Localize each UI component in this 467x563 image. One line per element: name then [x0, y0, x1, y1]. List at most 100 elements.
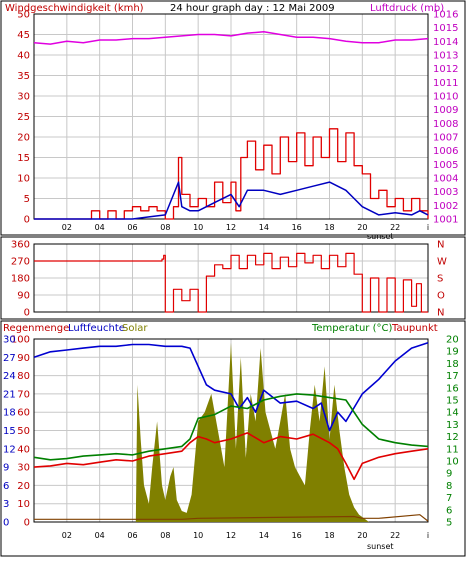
wind-y-tick-label: 20 — [17, 133, 30, 144]
temperature-y-tick-label: 8 — [446, 481, 452, 492]
pressure-y-tick-label: 1008 — [433, 119, 458, 130]
pressure-y-tick-label: 1002 — [433, 201, 458, 212]
temperature-y-tick-label: 20 — [446, 335, 459, 346]
temperature-y-tick-label: 15 — [446, 396, 459, 407]
direction-y-tick-label: 180 — [11, 274, 30, 285]
panel-3-x-tick-label: 22 — [390, 531, 400, 540]
panel-3-x-tick-label: 08 — [160, 531, 170, 540]
wind-y-tick-label: 35 — [17, 71, 30, 82]
humidity-y-tick-label: 15 — [3, 426, 16, 437]
rain-y-tick-label: 40 — [17, 444, 30, 455]
panel-3-x-tick-label: 18 — [324, 531, 334, 540]
humidity-y-tick-label: 21 — [3, 389, 16, 400]
pressure-y-tick-label: 1007 — [433, 133, 458, 144]
temperature-y-tick-label: 5 — [446, 518, 452, 529]
panel-1-x-tick-label: 16 — [292, 223, 302, 232]
wind-y-tick-label: 15 — [17, 153, 30, 164]
solar-axis-label: Solar — [122, 323, 148, 334]
pressure-y-tick-label: 1006 — [433, 146, 458, 157]
panel-3-x-tick-label: 06 — [127, 531, 137, 540]
rain-y-tick-label: 90 — [17, 353, 30, 364]
temperature-y-tick-label: 12 — [446, 432, 459, 443]
panel-1-x-tick-label: 06 — [127, 223, 137, 232]
compass-label: N — [437, 308, 444, 319]
compass-label: W — [437, 257, 447, 268]
panel-3-x-tick-label: 04 — [95, 531, 105, 540]
temperature-y-tick-label: 16 — [446, 383, 459, 394]
humidity-line — [33, 341, 429, 432]
solar-area — [34, 342, 428, 522]
temperature-line — [33, 393, 429, 461]
temperature-y-tick-label: 17 — [446, 371, 459, 382]
temperature-y-tick-label: 11 — [446, 444, 459, 455]
pressure-y-tick-label: 1010 — [433, 92, 458, 103]
pressure-y-tick-label: 1012 — [433, 64, 458, 75]
panel-1-x-tick-label: i — [427, 223, 429, 232]
temperature-y-tick-label: 10 — [446, 457, 459, 468]
rain-line — [34, 514, 429, 522]
wind-pressure-panel: Windgeschwindigkeit (kmh) 24 hour graph … — [0, 0, 466, 241]
temperature-axis-label: Temperatur (°C) — [311, 323, 392, 334]
panel-1-x-tick-label: 14 — [259, 223, 269, 232]
panel-3-x-tick-label: 20 — [357, 531, 367, 540]
direction-y-tick-label: 270 — [11, 257, 30, 268]
panel-3-x-tick-label: 10 — [193, 531, 203, 540]
pressure-y-tick-label: 1004 — [433, 174, 458, 185]
sunset-label-bottom: sunset — [367, 542, 394, 551]
pressure-axis-label: Luftdruck (mb) — [370, 3, 444, 14]
panel-3-x-tick-label: i — [427, 531, 429, 540]
rain-y-tick-label: 80 — [17, 371, 30, 382]
humidity-y-tick-label: 18 — [3, 408, 16, 419]
wind-y-tick-label: 25 — [17, 112, 30, 123]
rain-y-tick-label: 60 — [17, 408, 30, 419]
rain-y-tick-label: 20 — [17, 481, 30, 492]
humidity-y-tick-label: 3 — [3, 499, 9, 510]
dewpoint-axis-label: Taupunkt — [391, 323, 438, 334]
direction-y-tick-label: 0 — [24, 308, 30, 319]
direction-line — [34, 252, 428, 313]
temperature-y-tick-label: 13 — [446, 420, 459, 431]
wind-y-tick-label: 45 — [17, 30, 30, 41]
wind-y-tick-label: 5 — [24, 194, 30, 205]
panel-1-x-tick-label: 20 — [357, 223, 367, 232]
rain-y-tick-label: 50 — [17, 426, 30, 437]
rain-y-tick-label: 30 — [17, 463, 30, 474]
wind-line — [34, 181, 429, 220]
humidity-y-tick-label: 0 — [3, 518, 9, 529]
panel-3-x-tick-label: 12 — [226, 531, 236, 540]
humidity-y-tick-label: 30 — [3, 335, 16, 346]
wind-axis-label: Windgeschwindigkeit (kmh) — [5, 3, 144, 14]
panel-2-frame — [0, 236, 466, 320]
panel-3-frame — [0, 320, 466, 557]
panel-1-x-tick-label: 10 — [193, 223, 203, 232]
humidity-y-tick-label: 6 — [3, 481, 9, 492]
climate-panel: Regenmenge Luftfeuchte Solar Temperatur … — [0, 320, 466, 557]
rain-y-tick-label: 10 — [17, 499, 30, 510]
compass-label: N — [437, 240, 444, 251]
panel-3-x-tick-label: 16 — [292, 531, 302, 540]
panel-1-plot-frame — [33, 13, 429, 220]
pressure-y-tick-label: 1013 — [433, 51, 458, 62]
pressure-y-tick-label: 1015 — [433, 23, 458, 34]
wind-y-tick-label: 10 — [17, 174, 30, 185]
panel-1-x-tick-label: 18 — [324, 223, 334, 232]
gust-line — [34, 128, 429, 220]
wind-y-tick-label: 0 — [24, 215, 30, 226]
dewpoint-line — [33, 432, 429, 481]
humidity-y-tick-label: 24 — [3, 371, 16, 382]
pressure-y-tick-label: 1016 — [433, 10, 458, 21]
humidity-y-tick-label: 27 — [3, 353, 16, 364]
temperature-y-tick-label: 19 — [446, 347, 459, 358]
panel-2-plot-frame — [33, 243, 429, 313]
temperature-y-tick-label: 18 — [446, 359, 459, 370]
humidity-y-tick-label: 9 — [3, 463, 9, 474]
wind-y-tick-label: 50 — [17, 10, 30, 21]
rain-y-tick-label: 100 — [11, 335, 30, 346]
compass-label: S — [437, 274, 443, 285]
temperature-y-tick-label: 14 — [446, 408, 459, 419]
pressure-y-tick-label: 1003 — [433, 187, 458, 198]
direction-y-tick-label: 90 — [17, 291, 30, 302]
